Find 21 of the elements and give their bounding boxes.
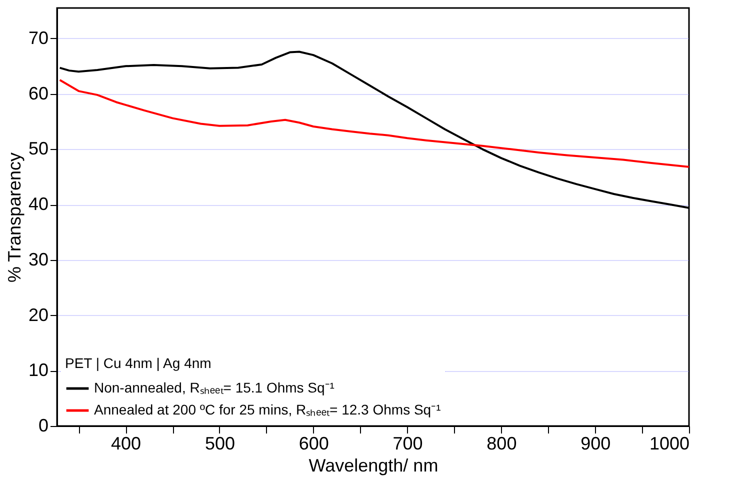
- line-series: [58, 78, 689, 168]
- x-tick-label: 700: [392, 434, 423, 454]
- x-tick-label: 400: [111, 434, 142, 454]
- x-tick-label: 800: [486, 434, 517, 454]
- legend-label: Non-annealed, Rₛₕₑₑₜ= 15.1 Ohms Sq⁻¹: [94, 380, 335, 396]
- y-tick-label: 70: [28, 28, 48, 48]
- y-tick-label: 40: [28, 194, 48, 214]
- y-tick-label: 50: [28, 138, 48, 159]
- x-tick-label: 500: [204, 434, 235, 454]
- x-axis-title: Wavelength/ nm: [308, 456, 438, 476]
- legend-title: PET | Cu 4nm | Ag 4nm: [65, 355, 212, 371]
- y-axis-title: % Transparency: [4, 152, 24, 283]
- y-tick-label: 10: [28, 360, 48, 380]
- x-tick-label: 900: [580, 434, 611, 454]
- legend-label: Annealed at 200 ºC for 25 mins, Rₛₕₑₑₜ= 12.3 Ohms Sq⁻¹: [94, 402, 442, 418]
- y-tick-label: 20: [28, 304, 48, 325]
- y-tick-label: 0: [38, 416, 48, 436]
- x-tick-label: 1000: [649, 434, 690, 454]
- y-tick-label: 30: [28, 249, 48, 270]
- y-tick-label: 60: [28, 83, 48, 104]
- x-tick-label: 600: [298, 434, 329, 454]
